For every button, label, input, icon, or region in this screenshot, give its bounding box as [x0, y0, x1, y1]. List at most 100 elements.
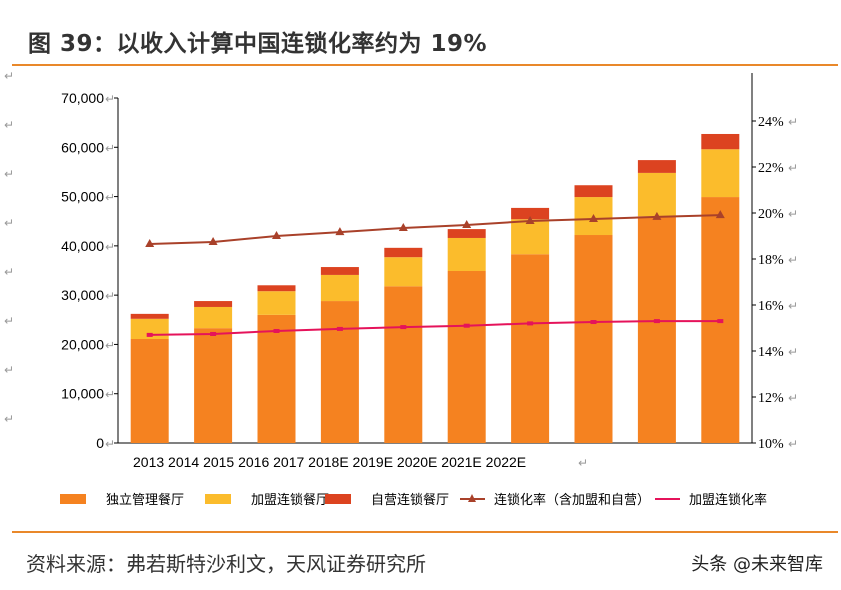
x-tick-labels: 2013 2014 2015 2016 2017 2018E 2019E 202…	[133, 454, 526, 470]
left-tick-label: 60,000	[61, 139, 104, 155]
line-point	[272, 231, 281, 239]
line-point	[335, 227, 345, 236]
return-mark: ↵	[788, 345, 798, 359]
line-point	[336, 326, 343, 331]
line-point	[273, 328, 280, 333]
top-divider	[12, 64, 838, 66]
bar-segment	[384, 247, 423, 258]
return-mark: ↵	[105, 191, 115, 205]
line-point	[652, 211, 662, 220]
bar-segment	[130, 313, 169, 319]
watermark: 头条 @未来智库	[691, 554, 823, 575]
legend-swatch	[60, 494, 86, 504]
left-tick-label: 0	[96, 435, 104, 451]
right-tick-label: 24%	[758, 115, 784, 130]
return-mark: ↵	[788, 253, 798, 267]
bar-segment	[701, 133, 740, 150]
return-mark: ↵	[105, 240, 115, 254]
return-mark: ↵	[105, 338, 115, 352]
return-mark: ↵	[4, 363, 14, 377]
line-point	[590, 320, 597, 325]
bottom-divider	[12, 531, 838, 533]
left-tick-label: 50,000	[61, 189, 104, 205]
return-mark: ↵	[788, 299, 798, 313]
line-point	[589, 213, 598, 222]
left-tick-label: 10,000	[61, 386, 104, 402]
legend-marker	[468, 494, 476, 502]
return-mark: ↵	[4, 167, 14, 181]
right-tick-label: 22%	[758, 161, 784, 176]
line-point	[463, 323, 470, 328]
right-tick-label: 18%	[758, 253, 784, 268]
legend-label: 加盟连锁餐厅	[251, 492, 329, 508]
return-mark: ↵	[578, 456, 588, 470]
bar-segment	[257, 291, 296, 315]
bar-segment	[574, 235, 613, 443]
return-mark: ↵	[788, 207, 798, 221]
series-line	[149, 214, 721, 246]
line-point	[208, 236, 218, 245]
bar-segment	[511, 219, 550, 255]
bar-segment	[701, 149, 740, 198]
chart: 0 ↵10,000 ↵20,000 ↵30,000 ↵40,000 ↵50,000 ↵60,…	[4, 69, 798, 508]
bar-segment	[447, 237, 486, 271]
bar-segment	[511, 254, 550, 443]
bar-segment	[194, 306, 233, 329]
return-mark: ↵	[105, 141, 115, 155]
series-line	[149, 320, 721, 336]
bar-segment	[637, 172, 676, 217]
legend-swatch	[325, 494, 351, 504]
return-mark: ↵	[4, 69, 14, 83]
right-tick-label: 12%	[758, 391, 784, 406]
line-point	[717, 319, 724, 324]
return-mark: ↵	[4, 314, 14, 328]
return-mark: ↵	[788, 115, 798, 129]
left-tick-label: 70,000	[61, 90, 104, 106]
legend-label: 自营连锁餐厅	[371, 492, 449, 508]
right-tick-label: 10%	[758, 437, 784, 452]
line-point	[527, 321, 534, 326]
bar-segment	[511, 207, 550, 220]
legend-label: 独立管理餐厅	[106, 492, 184, 508]
return-mark: ↵	[105, 437, 115, 451]
line-point	[146, 332, 153, 337]
return-mark: ↵	[105, 92, 115, 106]
bar-segment	[384, 286, 423, 443]
line-point	[145, 239, 155, 248]
bar-segment	[320, 274, 359, 302]
right-tick-label: 16%	[758, 299, 784, 314]
bar-segment	[320, 267, 359, 275]
return-mark: ↵	[4, 118, 14, 132]
bar-segment	[194, 301, 233, 307]
return-mark: ↵	[105, 388, 115, 402]
return-mark: ↵	[4, 216, 14, 230]
left-tick-label: 30,000	[61, 287, 104, 303]
return-mark: ↵	[788, 437, 798, 451]
bar-segment	[637, 160, 676, 173]
legend-swatch	[205, 494, 231, 504]
return-mark: ↵	[4, 265, 14, 279]
left-tick-label: 20,000	[61, 336, 104, 352]
line-point	[653, 319, 660, 324]
left-tick-label: 40,000	[61, 238, 104, 254]
return-mark: ↵	[788, 161, 798, 175]
legend-label: 加盟连锁化率	[689, 492, 767, 508]
line-point	[398, 222, 408, 231]
bar-segment	[574, 185, 613, 198]
source-note: 资料来源：弗若斯特沙利文，天风证券研究所	[26, 552, 426, 576]
bar-segment	[194, 328, 233, 443]
line-point	[715, 210, 725, 219]
bar-segment	[257, 314, 296, 443]
bar-segment	[257, 285, 296, 292]
return-mark: ↵	[788, 391, 798, 405]
right-tick-label: 20%	[758, 207, 784, 222]
line-point	[400, 325, 407, 330]
bar-segment	[384, 257, 423, 287]
page-title: 图 39：以收入计算中国连锁化率约为 19%	[28, 31, 488, 57]
line-point	[210, 331, 217, 336]
legend-label: 连锁化率（含加盟和自营）	[494, 492, 650, 508]
bar-segment	[447, 270, 486, 443]
return-mark: ↵	[105, 289, 115, 303]
bar-segment	[130, 339, 169, 443]
right-tick-label: 14%	[758, 345, 784, 360]
